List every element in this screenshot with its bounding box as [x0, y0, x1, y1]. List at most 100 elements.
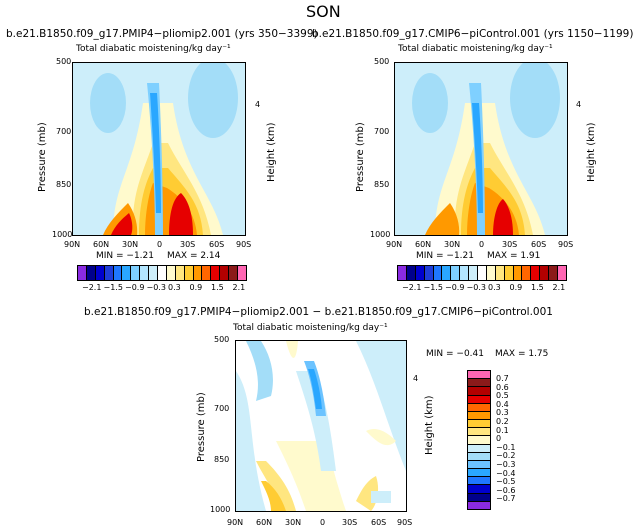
colorbar-swatch: [468, 428, 490, 437]
panel1-y2label: Height (km): [266, 122, 277, 182]
colorbar-swatch: [504, 266, 514, 280]
colorbar-label: 0.7: [496, 374, 509, 383]
colorbar-label: 1.5: [531, 283, 544, 292]
colorbar-swatch: [122, 266, 132, 280]
panel3-xtick-90n: 90N: [227, 518, 244, 527]
panel3-var-title: Total diabatic moistening/kg day⁻¹: [233, 323, 388, 333]
panel2-ytick-700: 700: [374, 127, 390, 136]
colorbar-swatch: [158, 266, 167, 280]
panel1-var-title: Total diabatic moistening/kg day⁻¹: [76, 44, 231, 54]
panel2-xtick-0: 0: [479, 240, 485, 249]
colorbar-swatch: [468, 387, 490, 396]
colorbar-swatch: [424, 266, 434, 280]
colorbar-swatch: [468, 371, 490, 380]
panel3-ytick-500: 500: [214, 335, 230, 344]
panel3-max: MAX = 1.75: [495, 349, 549, 359]
panel3-ytick-850: 850: [214, 455, 230, 464]
colorbar-swatch: [460, 266, 470, 280]
panel1-xtick-30s: 30S: [180, 240, 196, 249]
panel3-ytick-700: 700: [214, 404, 230, 413]
colorbar-label: −0.9: [125, 283, 145, 292]
panel2-min: MIN = −1.21: [416, 251, 474, 261]
colorbar-label: −0.1: [496, 442, 516, 452]
colorbar-label: −0.2: [496, 451, 516, 461]
colorbar-swatch: [486, 266, 496, 280]
colorbar-label: 0.1: [496, 425, 509, 435]
colorbar-label: −0.4: [496, 468, 516, 478]
colorbar-swatch: [468, 411, 490, 421]
colorbar-label: −2.1: [402, 283, 422, 292]
colorbar-swatch: [131, 266, 141, 280]
colorbar-label: −0.3: [146, 283, 166, 292]
panel1-min: MIN = −1.21: [96, 251, 154, 261]
colorbar-label: −2.1: [82, 283, 102, 292]
panel2-y2tick: 4: [576, 100, 582, 109]
colorbar-label: 0: [496, 434, 502, 444]
panel3-xtick-60n: 60N: [256, 518, 273, 527]
colorbar-label: 0.3: [168, 283, 181, 292]
colorbar-swatch: [229, 266, 239, 280]
colorbar-label: −0.5: [496, 477, 516, 487]
colorbar-label: 2.1: [232, 283, 246, 292]
colorbar-label: −0.6: [496, 485, 516, 495]
diff-title: b.e21.B1850.f09_g17.PMIP4−pliomip2.001 −…: [84, 306, 553, 318]
panel3-xtick-60s: 60S: [371, 518, 387, 527]
colorbar-label: −0.3: [466, 283, 486, 292]
panel3-xtick-30s: 30S: [342, 518, 358, 527]
colorbar-label: −1.5: [423, 283, 443, 292]
colorbar-swatch: [468, 379, 490, 388]
colorbar-label: 0.3: [496, 408, 509, 418]
colorbar-swatch: [469, 266, 479, 280]
colorbar-swatch: [495, 266, 505, 280]
colorbar-swatch: [238, 266, 246, 280]
colorbar-swatch: [468, 420, 490, 429]
colorbar-swatch: [166, 266, 176, 280]
colorbar-swatch: [478, 266, 487, 280]
colorbar-label: 2.1: [552, 283, 566, 292]
panel2-xtick-30n: 30N: [444, 240, 461, 249]
panel1-case-title: b.e21.B1850.f09_g17.PMIP4−pliomip2.001 (…: [6, 28, 318, 40]
colorbar-swatch: [468, 444, 490, 453]
colorbar-swatch: [468, 477, 490, 486]
panel2-xtick-60n: 60N: [415, 240, 432, 249]
colorbar-label: 0.5: [496, 391, 509, 401]
panel3-min: MIN = −0.41: [426, 349, 484, 359]
panel2-ytick-500: 500: [374, 57, 390, 66]
panel3-xtick-90s: 90S: [397, 518, 413, 527]
panel1-xtick-90s: 90S: [236, 240, 252, 249]
panel2-xtick-90n: 90N: [386, 240, 403, 249]
panel3-plot: [235, 340, 407, 512]
panel3-ytick-1000: 1000: [210, 505, 231, 514]
panel2-y2label: Height (km): [586, 122, 597, 182]
panel3-colorbar: [467, 370, 491, 510]
panel2-ylabel: Pressure (mb): [355, 122, 366, 192]
colorbar-swatch: [220, 266, 230, 280]
colorbar-swatch: [149, 266, 159, 280]
colorbar-swatch: [468, 501, 490, 509]
panel1-max: MAX = 2.14: [167, 251, 221, 261]
panel2-max: MAX = 1.91: [487, 251, 541, 261]
colorbar-label: 0.6: [496, 382, 509, 392]
colorbar-swatch: [468, 485, 490, 494]
colorbar-swatch: [140, 266, 150, 280]
panel1-xtick-60n: 60N: [93, 240, 110, 249]
colorbar-label: 0.2: [496, 417, 509, 426]
colorbar-swatch: [468, 395, 490, 404]
colorbar-swatch: [468, 460, 490, 470]
panel1-ytick-1000: 1000: [52, 230, 73, 239]
colorbar-label: 1.5: [211, 283, 224, 292]
colorbar-swatch: [86, 266, 96, 280]
colorbar-swatch: [433, 266, 443, 280]
colorbar-swatch: [406, 266, 416, 280]
panel1-y2tick: 4: [255, 100, 261, 109]
main-title: SON: [306, 2, 341, 21]
panel2-case-title: b.e21.B1850.f09_g17.CMIP6−piControl.001 …: [312, 28, 634, 40]
colorbar-swatch: [468, 436, 490, 445]
colorbar-label: −1.5: [103, 283, 123, 292]
colorbar-swatch: [531, 266, 541, 280]
panel3-xtick-0: 0: [320, 518, 326, 527]
colorbar-label: 0.4: [496, 399, 509, 409]
panel3-ylabel: Pressure (mb): [196, 392, 207, 462]
panel1-xtick-90n: 90N: [64, 240, 81, 249]
colorbar-label: 0.9: [189, 283, 203, 292]
